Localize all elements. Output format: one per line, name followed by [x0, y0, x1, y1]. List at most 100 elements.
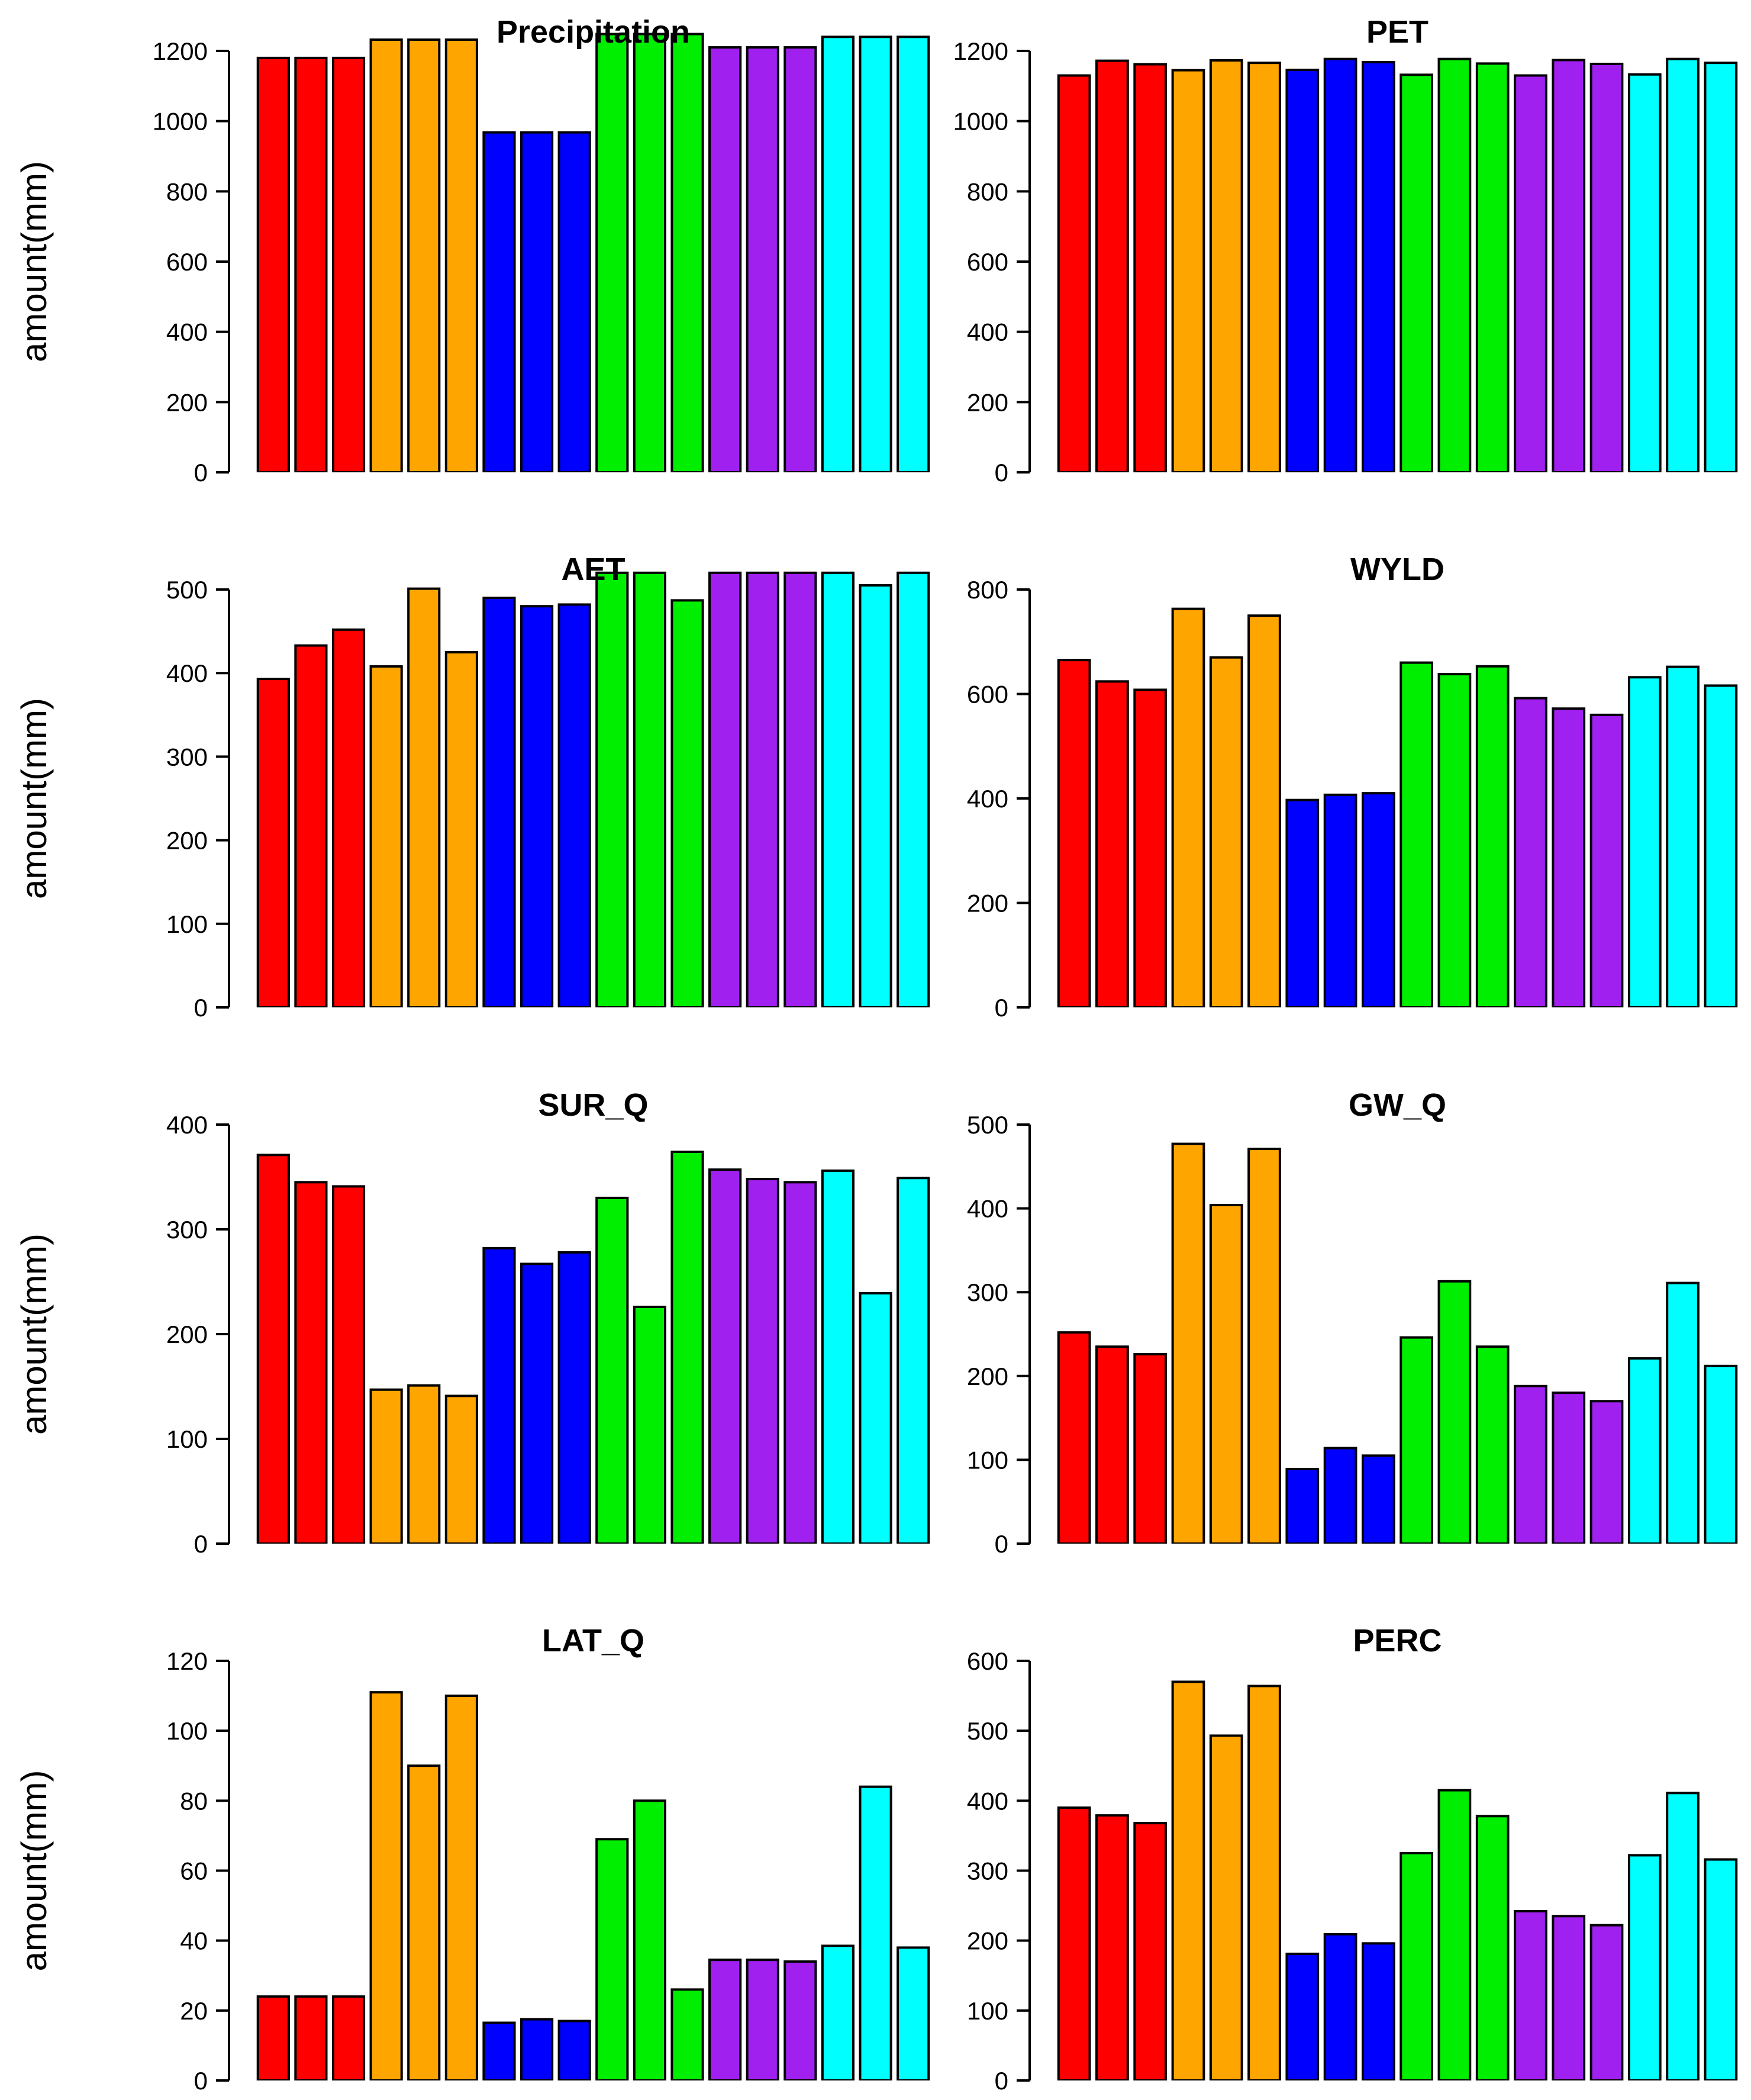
y-tick-label-pet: 600: [967, 248, 1008, 276]
bar-wyld-18: [1705, 685, 1737, 1007]
bar-aet-14: [747, 573, 778, 1007]
bar-wyld-6: [1249, 616, 1280, 1007]
bar-pet-9: [1363, 62, 1394, 472]
y-tick-label-perc: 100: [967, 1997, 1008, 2025]
bar-pet-8: [1325, 59, 1356, 472]
bar-wyld-12: [1477, 666, 1508, 1007]
bar-perc-13: [1515, 1911, 1546, 2080]
bar-lat-q-12: [672, 1989, 702, 2080]
bar-sur-q-12: [672, 1152, 702, 1544]
y-tick-label-gw-q: 100: [967, 1446, 1008, 1474]
bar-sur-q-1: [258, 1155, 289, 1544]
bar-lat-q-3: [333, 1996, 364, 2080]
bar-gw-q-16: [1629, 1358, 1660, 1544]
bar-wyld-3: [1134, 690, 1166, 1007]
chart-title-lat-q: LAT_Q: [542, 1623, 644, 1658]
bar-aet-17: [860, 585, 891, 1007]
y-tick-label-gw-q: 400: [967, 1195, 1008, 1223]
y-tick-label-lat-q: 80: [180, 1787, 208, 1815]
chart-panel-lat-q: 0 20 40 60 80 100 120 LAT_Q amount(mm): [14, 1623, 928, 2095]
bar-gw-q-9: [1363, 1455, 1394, 1544]
y-tick-label-perc: 600: [967, 1647, 1008, 1675]
bar-pet-4: [1173, 70, 1204, 472]
y-tick-label-precipitation: 1000: [153, 108, 208, 136]
bar-perc-1: [1059, 1808, 1090, 2080]
bar-lat-q-8: [521, 2020, 552, 2080]
bar-sur-q-6: [446, 1396, 477, 1544]
y-tick-label-wyld: 400: [967, 785, 1008, 813]
chart-title-wyld: WYLD: [1350, 552, 1444, 587]
y-tick-label-pet: 800: [967, 178, 1008, 205]
bar-sur-q-15: [785, 1182, 815, 1544]
bar-pet-5: [1211, 60, 1242, 472]
bar-pet-7: [1286, 70, 1318, 472]
y-tick-label-wyld: 200: [967, 890, 1008, 917]
bar-perc-15: [1591, 1925, 1623, 2080]
bar-precipitation-9: [559, 133, 590, 472]
bar-sur-q-5: [408, 1386, 439, 1544]
bar-perc-11: [1439, 1790, 1471, 2080]
bar-gw-q-14: [1553, 1393, 1584, 1544]
y-tick-label-sur-q: 200: [166, 1320, 208, 1348]
bar-wyld-17: [1667, 667, 1698, 1007]
y-tick-label-gw-q: 300: [967, 1278, 1008, 1306]
bar-aet-4: [371, 666, 402, 1007]
figure-grid: 020040060080010001200Precipitationamount…: [0, 0, 1751, 2100]
y-tick-label-sur-q: 100: [166, 1425, 208, 1453]
y-tick-label-precipitation: 400: [166, 318, 208, 346]
bar-precipitation-17: [860, 37, 891, 472]
bars-perc: [1059, 1682, 1736, 2080]
bar-aet-18: [898, 573, 928, 1007]
bar-perc-8: [1325, 1934, 1356, 2080]
bars-gw-q: [1059, 1144, 1736, 1544]
bar-sur-q-18: [898, 1178, 928, 1544]
bar-lat-q-14: [747, 1960, 778, 2080]
bar-wyld-4: [1173, 609, 1204, 1007]
bar-pet-13: [1515, 76, 1546, 472]
bar-precipitation-8: [521, 133, 552, 472]
bar-precipitation-11: [634, 34, 665, 472]
bar-aet-1: [258, 679, 289, 1007]
bar-lat-q-6: [446, 1696, 477, 2080]
y-tick-label-gw-q: 500: [967, 1111, 1008, 1139]
bar-aet-8: [521, 606, 552, 1007]
y-tick-label-perc: 500: [967, 1717, 1008, 1745]
bar-gw-q-2: [1097, 1347, 1128, 1544]
bar-precipitation-14: [747, 47, 778, 472]
y-tick-label-aet: 200: [166, 827, 208, 855]
bar-pet-12: [1477, 63, 1508, 472]
bar-perc-10: [1401, 1853, 1432, 2080]
bar-sur-q-4: [371, 1390, 402, 1544]
bar-wyld-5: [1211, 658, 1242, 1007]
y-tick-label-wyld: 0: [995, 994, 1008, 1022]
chart-panel-sur-q: 0 100 200 300 400 SUR_Q amount(mm): [14, 1087, 928, 1558]
bar-precipitation-4: [371, 40, 402, 472]
y-tick-label-pet: 0: [995, 459, 1008, 487]
bar-gw-q-15: [1591, 1401, 1623, 1544]
y-tick-label-perc: 0: [995, 2067, 1008, 2095]
bar-precipitation-16: [823, 37, 853, 472]
y-tick-label-sur-q: 300: [166, 1216, 208, 1244]
bar-wyld-15: [1591, 715, 1623, 1007]
bar-aet-6: [446, 652, 477, 1007]
bar-lat-q-11: [634, 1801, 665, 2080]
bar-wyld-13: [1515, 698, 1546, 1007]
bar-perc-17: [1667, 1793, 1698, 2080]
y-axis-label-lat-q: amount(mm): [14, 1770, 54, 1971]
bar-perc-4: [1173, 1682, 1204, 2080]
bar-perc-3: [1134, 1823, 1166, 2080]
bar-gw-q-4: [1173, 1144, 1204, 1544]
y-tick-label-sur-q: 400: [166, 1111, 208, 1139]
y-tick-label-perc: 200: [967, 1927, 1008, 1955]
bar-lat-q-4: [371, 1692, 402, 2080]
bar-pet-3: [1134, 65, 1166, 472]
chart-title-precipitation: Precipitation: [496, 14, 690, 50]
bar-wyld-11: [1439, 674, 1471, 1007]
y-tick-label-precipitation: 800: [166, 178, 208, 205]
bar-perc-9: [1363, 1943, 1394, 2080]
bar-gw-q-5: [1211, 1205, 1242, 1544]
bar-aet-12: [672, 600, 702, 1007]
bar-lat-q-9: [559, 2021, 590, 2080]
bars-sur-q: [258, 1152, 929, 1544]
y-tick-label-pet: 400: [967, 318, 1008, 346]
